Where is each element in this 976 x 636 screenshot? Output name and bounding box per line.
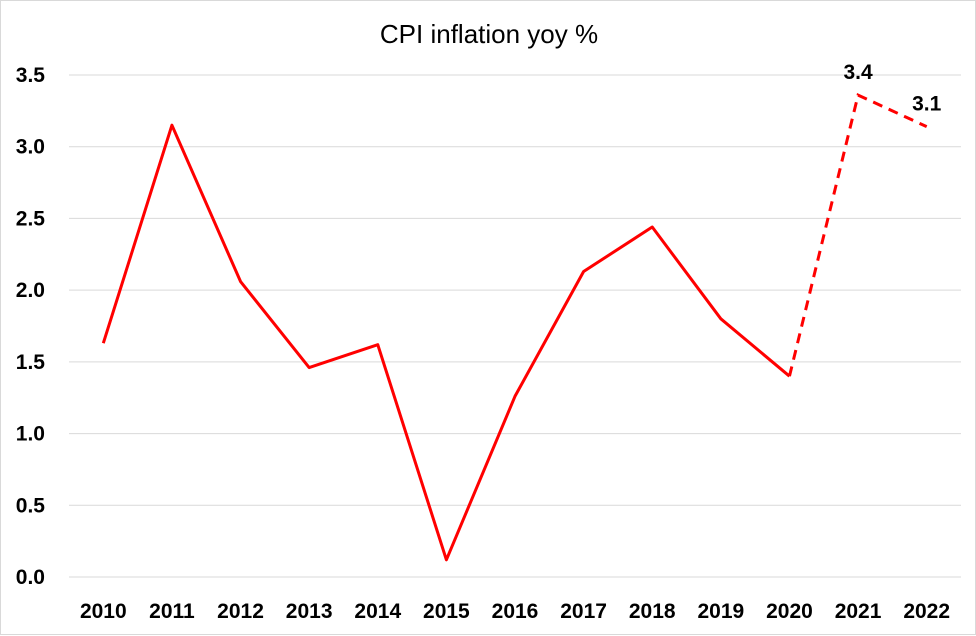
series-line xyxy=(103,95,927,560)
y-axis-ticks: 0.0 0.5 1.0 1.5 2.0 2.5 3.0 3.5 xyxy=(16,64,46,589)
series-line-forecast xyxy=(789,95,926,376)
x-tick-label: 2015 xyxy=(423,600,470,623)
x-tick-label: 2017 xyxy=(560,600,607,623)
data-labels: 3.4 3.1 xyxy=(843,61,941,116)
y-tick-label: 1.5 xyxy=(16,351,46,374)
x-tick-label: 2020 xyxy=(766,600,813,623)
x-tick-label: 2014 xyxy=(354,600,401,623)
y-tick-label: 0.0 xyxy=(16,566,45,589)
y-tick-label: 1.0 xyxy=(16,423,45,446)
y-tick-label: 2.5 xyxy=(16,207,46,230)
series-line-actual xyxy=(103,125,789,560)
chart-title: CPI inflation yoy % xyxy=(380,19,598,49)
gridlines xyxy=(69,75,961,577)
x-tick-label: 2021 xyxy=(835,600,882,623)
x-tick-label: 2022 xyxy=(903,600,950,623)
x-tick-label: 2012 xyxy=(217,600,264,623)
x-axis-ticks: 2010 2011 2012 2013 2014 2015 2016 2017 2018 2019… xyxy=(80,600,950,623)
x-tick-label: 2019 xyxy=(697,600,744,623)
x-tick-label: 2018 xyxy=(629,600,676,623)
y-tick-label: 3.0 xyxy=(16,136,45,159)
data-label: 3.1 xyxy=(912,93,942,116)
x-tick-label: 2010 xyxy=(80,600,127,623)
x-tick-label: 2011 xyxy=(149,600,195,623)
data-label: 3.4 xyxy=(843,61,873,84)
y-tick-label: 3.5 xyxy=(16,64,46,87)
y-tick-label: 2.0 xyxy=(16,279,45,302)
x-tick-label: 2016 xyxy=(492,600,539,623)
x-tick-label: 2013 xyxy=(286,600,333,623)
y-tick-label: 0.5 xyxy=(16,494,46,517)
